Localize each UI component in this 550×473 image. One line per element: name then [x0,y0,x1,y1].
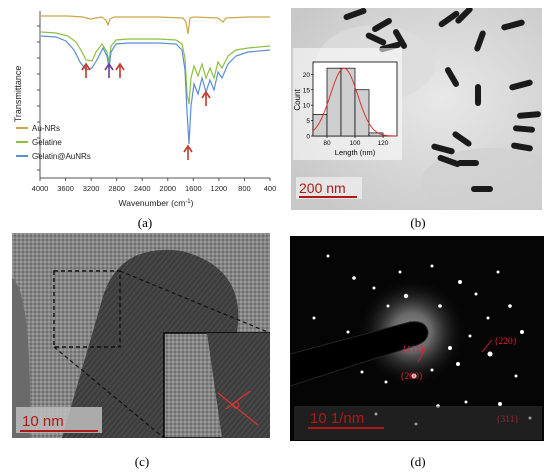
hrtem-panel: 10 nm [12,233,270,438]
histogram-y-tick-label: 10 [303,103,311,110]
histogram-y-tick-label: 5 [306,118,310,125]
x-tick-label: 400 [264,184,277,193]
histogram-x-label: Length (nm) [335,148,376,157]
histogram-x-tick-label: 120 [378,140,389,147]
scale-bar-label: 10 1/nm [310,410,364,427]
legend: Au-NRs Gelatine Gelatin@AuNRs [16,124,91,161]
histogram-y-tick-label: 15 [303,87,311,94]
histogram-bars [312,67,384,137]
tem-rods-panel: 0 5 10 15 20 80 100 120 Count Length (nm) 200 … [291,8,542,210]
hrtem-image: 10 nm [12,233,270,438]
peak-arrows [81,62,211,160]
histogram-x-tick-label: 80 [323,140,331,147]
histogram-y-tick-label: 0 [306,134,310,141]
histogram-x-tick-label: 100 [350,140,361,147]
spectrum-gelatin-aunrs [40,35,271,145]
x-tick-label: 3200 [83,184,100,193]
arrow-up-icon [115,62,125,78]
length-histogram: 0 5 10 15 20 80 100 120 Count Length (nm) [293,48,402,160]
x-tick-label: 1600 [185,184,202,193]
x-tick-label: 1200 [211,184,228,193]
histogram-x-ticks: 80 100 120 [323,136,389,147]
label-111: {111} [402,345,425,355]
legend-gelatin-aunrs: Gelatin@AuNRs [32,152,91,161]
x-tick-label: 2000 [159,184,176,193]
histogram-bar [326,67,342,137]
arrow-up-icon [201,90,211,106]
spectrum-au-nrs [41,15,270,35]
spectrum-gelatine [40,31,271,105]
caption-b: (b) [410,215,426,230]
histogram-y-ticks: 0 5 10 15 20 [303,72,313,141]
histogram-bar [354,89,370,137]
x-axis-label: Wavenumber (cm-1) [119,198,194,208]
x-tick-label: 2400 [134,184,151,193]
arrow-up-icon [81,62,91,78]
y-axis-label: Transmittance [13,66,23,123]
legend-au-nrs: Au-NRs [32,124,60,133]
x-tick-label: 2800 [108,184,125,193]
zoom-region-box [53,270,121,348]
histogram-y-tick-label: 20 [303,72,311,79]
y-ticks [37,25,40,171]
gaussian-fit-curve [312,67,398,137]
tem-rods-image: 0 5 10 15 20 80 100 120 Count Length (nm) 200 … [291,8,542,210]
nanorods [343,8,541,192]
histogram-bar [340,67,356,137]
x-tick-label: 3600 [57,184,74,193]
beam-stop [290,321,429,387]
ftir-panel: Transmittance 4000 3600 3200 2800 2400 2000 16… [8,6,278,218]
x-tick-label: 800 [238,184,251,193]
histogram-bar [312,114,328,137]
scale-bar-label: 200 nm [299,180,346,196]
caption-d: (d) [410,454,426,469]
scale-bar-label: 10 nm [22,413,64,430]
legend-gelatine: Gelatine [32,138,62,147]
histogram-y-label: Count [293,89,302,111]
caption-c: (c) [134,454,150,469]
saed-panel: {111} {200} {220} {311} 10 1/nm [290,236,544,441]
hrtem-inset [163,332,270,438]
arrow-up-icon [183,144,193,160]
x-tick-label: 4000 [32,184,49,193]
saed-pattern: {111} {200} {220} {311} 10 1/nm [290,236,544,441]
caption-a: (a) [137,215,153,230]
arrow-up-icon [104,62,114,78]
ftir-chart: Transmittance 4000 3600 3200 2800 2400 2000 16… [13,11,277,208]
label-200: {200} [400,372,423,382]
x-tick-labels: 4000 3600 3200 2800 2400 2000 1600 1200 800 400 [32,178,277,193]
label-220: {220} [494,337,517,347]
